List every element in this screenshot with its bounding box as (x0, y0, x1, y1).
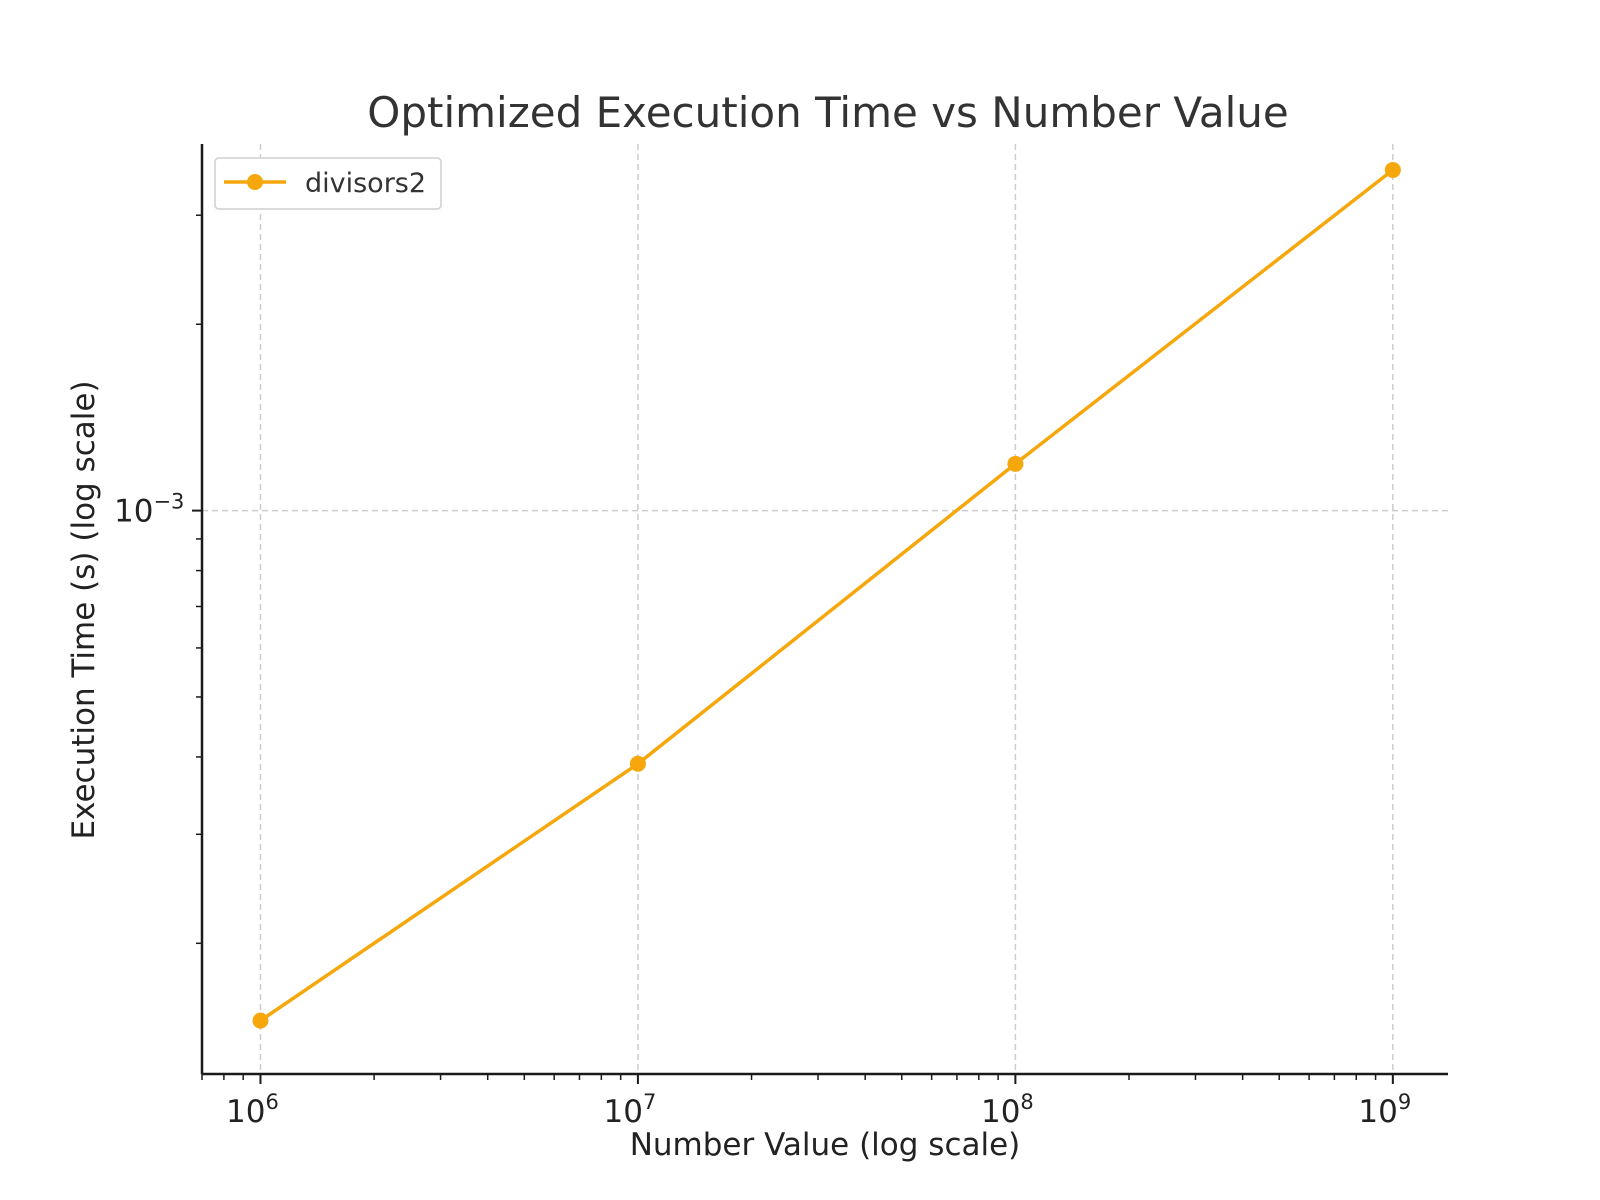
x-tick-label-2: 108 (981, 1090, 1034, 1130)
y-tick-label-0: 10−3 (114, 490, 184, 530)
x-tick-label-3: 109 (1358, 1090, 1411, 1130)
series-layer (252, 161, 1401, 1029)
data-point-0 (252, 1012, 269, 1029)
series-line-divisors2 (259, 168, 1394, 1023)
legend-swatch-marker (247, 174, 263, 190)
x-axis-label: Number Value (log scale) (630, 1127, 1021, 1163)
x-tick-label-0: 106 (226, 1090, 279, 1130)
legend-label: divisors2 (305, 168, 426, 199)
legend-box (214, 157, 442, 210)
legend: divisors2 (214, 157, 442, 210)
x-tick-label-1: 107 (604, 1090, 657, 1130)
data-point-2 (1007, 455, 1024, 472)
grid-lines (202, 144, 1448, 1074)
data-point-1 (629, 755, 646, 772)
data-point-3 (1384, 161, 1401, 178)
chart-title: Optimized Execution Time vs Number Value (367, 88, 1288, 137)
tick-labels: 106 107 108 109 10−3 (114, 490, 1411, 1130)
y-axis-label: Execution Time (s) (log scale) (66, 380, 102, 839)
major-ticks (192, 509, 1394, 1084)
